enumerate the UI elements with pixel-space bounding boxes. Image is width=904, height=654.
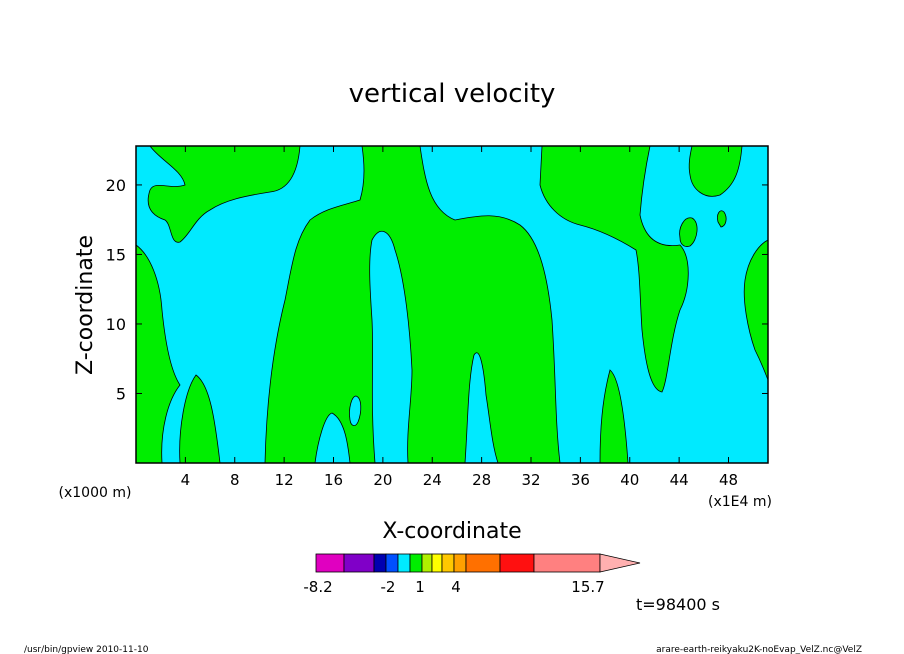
positive-hole-2: [349, 395, 362, 426]
colorbar-label: 4: [451, 578, 461, 596]
positive-region-small-right: [599, 369, 629, 464]
colorbar-cell: [343, 553, 375, 573]
x-tick-label: 20: [373, 471, 392, 489]
x-tick-label: 16: [324, 471, 343, 489]
x-tick-label: 36: [571, 471, 590, 489]
plot-frame: [135, 145, 769, 464]
y-tick-label: 20: [106, 176, 126, 195]
y-tick-label: 15: [106, 245, 126, 264]
positive-region-right-corner: [688, 145, 743, 197]
x-tick-label: 8: [230, 471, 240, 489]
colorbar-cell: [397, 553, 411, 573]
x-tick-label: 44: [670, 471, 689, 489]
x-tick-label: 24: [423, 471, 442, 489]
colorbar-cell: [533, 553, 601, 573]
positive-region-small-left: [179, 374, 221, 464]
colorbar-cell: [315, 553, 345, 573]
y-axis: 5 10 15 20: [106, 176, 768, 403]
colorbar-cell: [421, 553, 433, 573]
footer-left: /usr/bin/gpview 2010-11-10: [24, 645, 149, 654]
positive-region-right-edge: [743, 239, 769, 381]
chart-title: vertical velocity: [349, 79, 556, 109]
x-axis: 4 8 12 16 20 24 28 32 36 40 44 48: [181, 146, 738, 489]
time-label: t=98400 s: [636, 595, 720, 614]
colorbar-label: 15.7: [571, 578, 604, 596]
x-tick-label: 12: [275, 471, 294, 489]
colorbar-arrow: [599, 553, 641, 573]
colorbar-cell: [409, 553, 423, 573]
y-tick-label: 5: [116, 384, 126, 403]
x-tick-label: 32: [521, 471, 540, 489]
positive-region-top-left: [147, 145, 301, 243]
colorbar-cell: [499, 553, 535, 573]
positive-blob-1: [679, 217, 698, 247]
x-unit-right: (x1E4 m): [708, 494, 772, 510]
x-tick-label: 28: [472, 471, 491, 489]
x-unit-left: (x1000 m): [59, 485, 132, 501]
colorbar-cell: [441, 553, 455, 573]
colorbar-cell: [431, 553, 443, 573]
x-tick-label: 40: [620, 471, 639, 489]
x-tick-label: 4: [181, 471, 191, 489]
colorbar-label: -8.2: [303, 578, 332, 596]
x-axis-label: X-coordinate: [382, 519, 521, 544]
plot-area: [135, 145, 769, 464]
colorbar-cell: [373, 553, 387, 573]
y-axis-label: Z-coordinate: [73, 235, 98, 375]
positive-region-right-top: [539, 145, 689, 393]
colorbar-label: -2: [381, 578, 396, 596]
footer-right: arare-earth-reikyaku2K-noEvap_VelZ.nc@Ve…: [656, 645, 862, 654]
positive-hole-3: [464, 352, 499, 464]
positive-region-center: [264, 145, 561, 464]
colorbar-label: 1: [415, 578, 425, 596]
positive-hole-1: [314, 412, 351, 464]
colorbar-cell: [453, 553, 467, 573]
colorbar-cell: [465, 553, 501, 573]
positive-region-left-edge: [135, 244, 181, 464]
colorbar: [315, 553, 641, 573]
x-tick-label: 48: [719, 471, 738, 489]
positive-blob-2: [717, 210, 727, 228]
colorbar-labels: -8.2 -2 1 4 15.7: [303, 578, 604, 596]
colorbar-cell: [385, 553, 399, 573]
y-tick-label: 10: [106, 315, 126, 334]
